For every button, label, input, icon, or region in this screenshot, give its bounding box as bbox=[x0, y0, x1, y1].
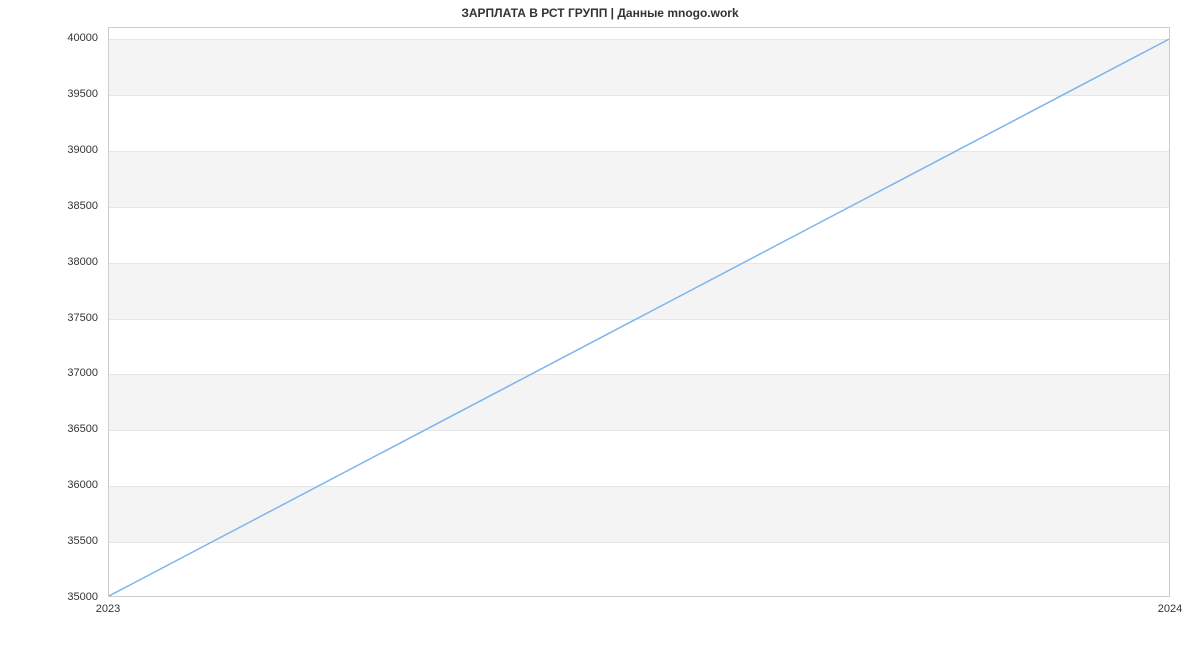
y-tick-label: 35500 bbox=[0, 535, 98, 547]
chart-title: ЗАРПЛАТА В РСТ ГРУПП | Данные mnogo.work bbox=[0, 6, 1200, 20]
x-tick-label: 2024 bbox=[1158, 603, 1182, 615]
line-series-svg bbox=[109, 28, 1169, 596]
chart-container: ЗАРПЛАТА В РСТ ГРУПП | Данные mnogo.work… bbox=[0, 0, 1200, 650]
y-tick-label: 38500 bbox=[0, 200, 98, 212]
y-tick-label: 37000 bbox=[0, 367, 98, 379]
y-tick-label: 37500 bbox=[0, 312, 98, 324]
series-line-salary bbox=[109, 39, 1169, 596]
y-tick-label: 39500 bbox=[0, 88, 98, 100]
y-tick-label: 40000 bbox=[0, 32, 98, 44]
y-tick-label: 39000 bbox=[0, 144, 98, 156]
y-tick-label: 36500 bbox=[0, 423, 98, 435]
y-tick-label: 36000 bbox=[0, 479, 98, 491]
x-tick-label: 2023 bbox=[96, 603, 120, 615]
y-tick-label: 35000 bbox=[0, 591, 98, 603]
plot-area bbox=[108, 27, 1170, 597]
y-tick-label: 38000 bbox=[0, 256, 98, 268]
